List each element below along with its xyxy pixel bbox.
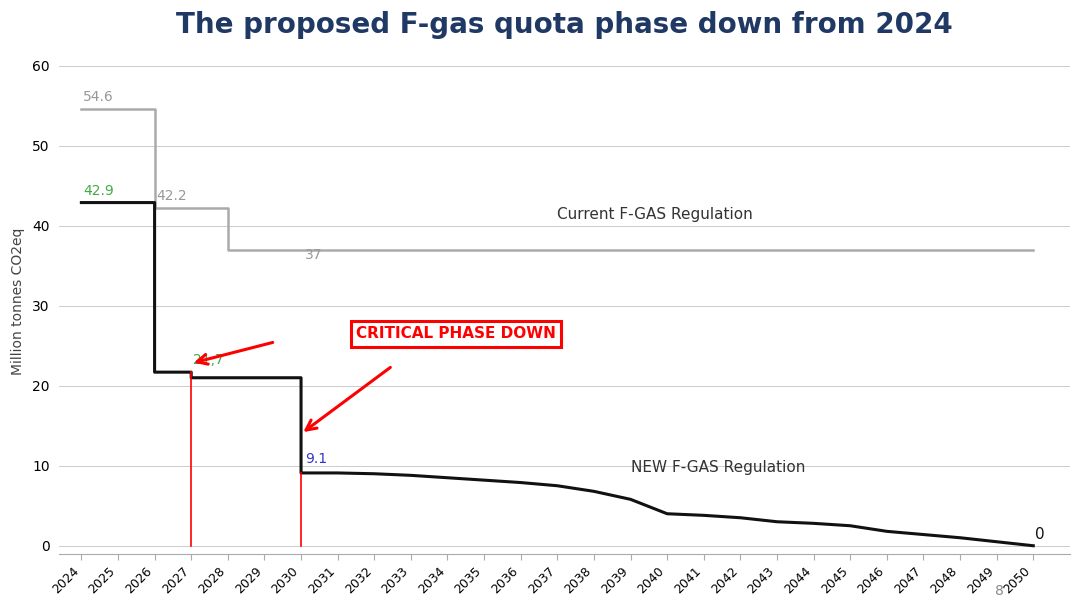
Text: 21,7: 21,7	[193, 353, 224, 367]
Y-axis label: Million tonnes CO2eq: Million tonnes CO2eq	[11, 228, 25, 376]
Title: The proposed F-gas quota phase down from 2024: The proposed F-gas quota phase down from…	[176, 11, 953, 39]
Text: Current F-GAS Regulation: Current F-GAS Regulation	[558, 207, 753, 222]
Text: CRITICAL PHASE DOWN: CRITICAL PHASE DOWN	[356, 326, 556, 341]
Text: 37: 37	[305, 248, 322, 262]
Text: 54.6: 54.6	[83, 90, 114, 104]
Text: 0: 0	[1036, 527, 1044, 541]
Text: 9.1: 9.1	[305, 452, 326, 466]
Text: 42.9: 42.9	[83, 184, 114, 198]
Text: 42.2: 42.2	[157, 189, 187, 203]
Text: NEW F-GAS Regulation: NEW F-GAS Regulation	[630, 460, 805, 475]
Text: 8: 8	[995, 584, 1003, 598]
